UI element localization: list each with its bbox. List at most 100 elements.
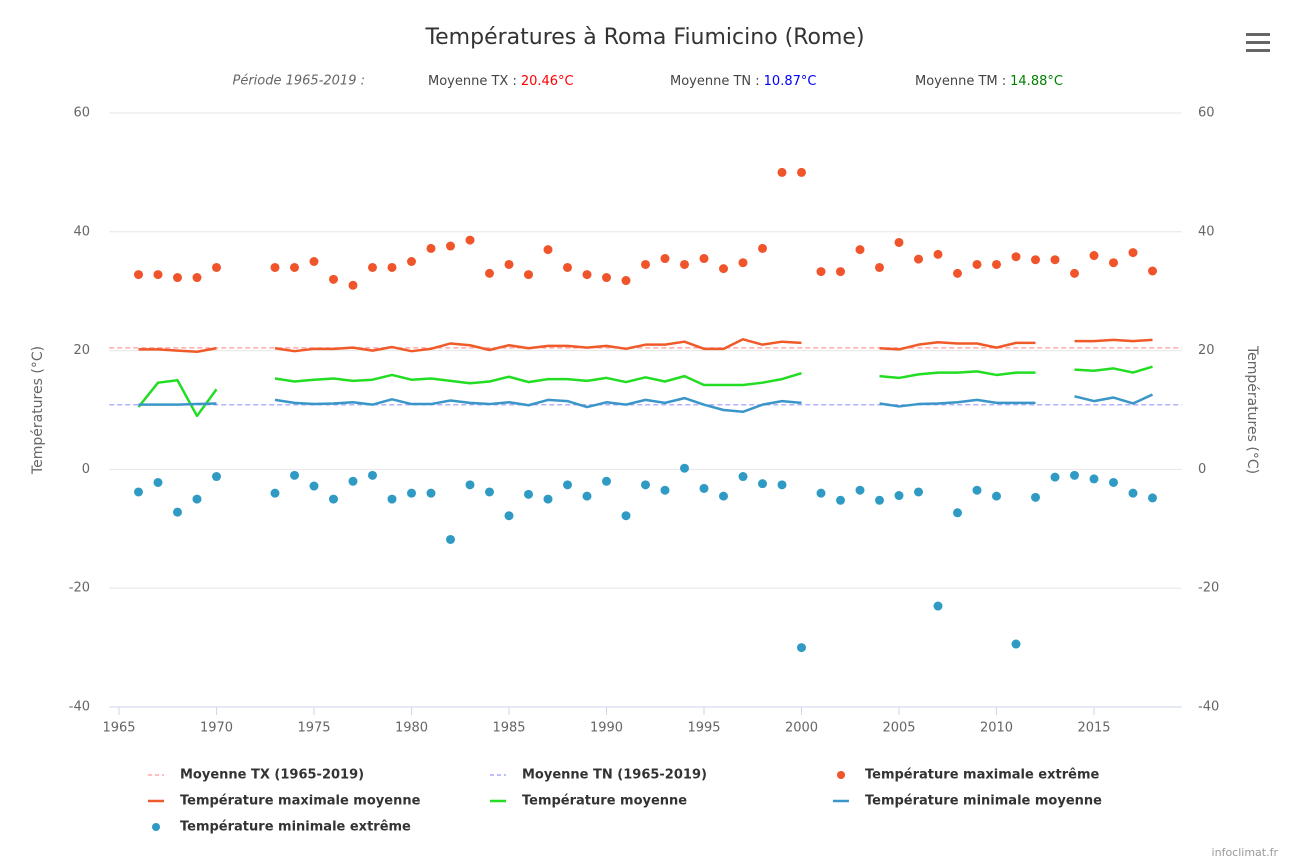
series-line [138,346,217,354]
series-line [879,370,1036,380]
point [543,494,553,504]
menu-bar[interactable] [1246,49,1270,52]
point [563,262,572,272]
point [387,262,397,272]
point [914,254,923,264]
x-tick-label: 2005 [882,721,915,736]
menu-bar[interactable] [1246,41,1270,44]
point [270,262,280,272]
average: Moyenne TN : 10.87°C [670,74,816,89]
point [1011,639,1021,649]
series-line [1074,365,1153,374]
legend-label: Température moyenne [522,794,687,809]
point [368,262,377,272]
point [1128,248,1138,258]
point [173,507,182,517]
point [270,488,280,498]
series-line [137,379,218,418]
point [348,476,358,486]
legend-symbol [152,823,160,831]
point [446,534,455,544]
y2-tick-label: 20 [1198,343,1215,358]
point [1148,493,1157,503]
point [426,243,436,253]
point [582,270,592,280]
series-line [879,398,1036,408]
legend-item[interactable]: Moyenne TN (1965-2019) [490,768,707,783]
point [524,489,533,499]
point [524,270,533,280]
y2-axis-title: Températures (°C) [1244,345,1260,474]
point [680,463,689,473]
legend-label: Température minimale extrême [180,820,411,835]
point [348,280,358,290]
point [309,481,319,491]
point [485,268,494,278]
point [953,268,962,278]
y2-tick-label: -20 [1198,581,1219,596]
point [173,273,182,283]
point [797,167,806,177]
point [504,259,514,269]
series-line [274,338,802,353]
y-tick-label: -20 [69,581,90,596]
series-line [274,396,802,414]
chart-title: Températures à Roma Fiumicino (Rome) [424,25,864,50]
point [933,249,943,259]
point [719,491,728,501]
average-value: 14.88°C [1010,74,1063,89]
legend-item[interactable]: Température maximale moyenne [148,794,421,809]
x-tick-label: 1980 [395,721,428,736]
point [894,237,904,247]
point [641,480,650,490]
point [426,488,436,498]
point [290,470,299,480]
point [465,235,475,245]
point [641,259,650,269]
menu-bar[interactable] [1246,33,1270,36]
legend-item[interactable]: Température minimale moyenne [833,794,1102,809]
x-tick-label: 1970 [200,721,233,736]
point [407,257,416,266]
point [1070,268,1079,278]
series-line [1074,393,1154,405]
y-axis-title: Températures (°C) [30,346,46,475]
point [134,270,143,280]
point [134,487,143,497]
point [933,601,943,611]
legend-label: Température maximale moyenne [180,794,421,809]
y-tick-label: 20 [73,343,90,358]
y2-tick-label: -40 [1198,700,1219,715]
legend-item[interactable]: Moyenne TX (1965-2019) [148,768,364,783]
point [329,274,338,284]
point [465,480,475,490]
point [738,258,748,268]
point [972,485,982,495]
point [894,491,904,501]
y-tick-label: 0 [82,462,90,477]
point [836,495,845,505]
y2-tick-label: 40 [1198,224,1215,239]
y-tick-label: 40 [73,224,90,239]
x-tick-label: 2015 [1077,721,1110,736]
legend-item[interactable]: Température maximale extrême [837,768,1100,783]
x-tick-label: 1985 [492,721,525,736]
x-tick-label: 2010 [980,721,1013,736]
point [543,245,553,255]
point [777,480,787,490]
menu-button[interactable] [1246,33,1270,52]
point [758,243,767,253]
legend-item[interactable]: Température moyenne [490,794,687,809]
x-tick-label: 1975 [297,721,330,736]
point [875,262,884,272]
point [1050,472,1060,482]
point [816,267,826,277]
legend-symbol [837,771,845,779]
point [660,254,670,264]
average: Moyenne TX : 20.46°C [428,74,574,89]
legend-item[interactable]: Température minimale extrême [152,820,411,835]
point [972,259,982,269]
point [153,477,163,487]
point [387,494,397,504]
point [719,264,728,274]
